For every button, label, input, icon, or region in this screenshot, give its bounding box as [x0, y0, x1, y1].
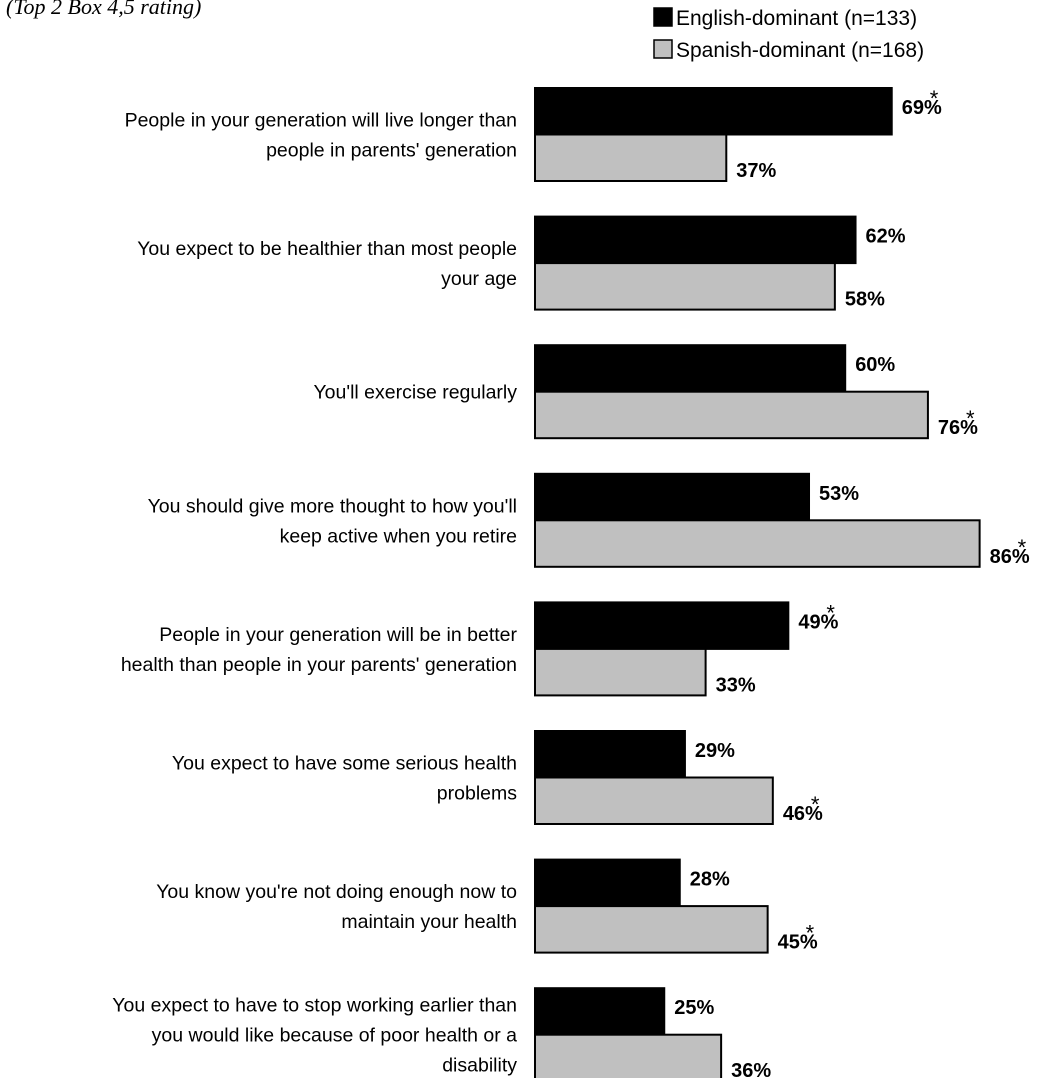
- value-label: 58%: [845, 289, 885, 311]
- category-label: People in your generation will live long…: [125, 110, 517, 132]
- bar-english-dominant: [534, 987, 666, 1036]
- category-label: You expect to be healthier than most peo…: [137, 238, 517, 260]
- category-label: People in your generation will be in bet…: [159, 624, 517, 646]
- category-label: people in parents' generation: [266, 140, 517, 162]
- value-label: 25%: [674, 997, 714, 1019]
- bar-spanish-dominant: [534, 262, 836, 311]
- bar-english-dominant: [534, 215, 857, 265]
- value-label: 49%: [798, 611, 838, 633]
- category-label: You know you're not doing enough now to: [156, 881, 517, 903]
- value-label: 62%: [866, 226, 906, 248]
- bar-spanish-dominant: [534, 133, 728, 182]
- bar-english-dominant: [534, 344, 847, 393]
- significance-mark: *: [966, 406, 975, 431]
- category-label: You expect to have to stop working earli…: [112, 995, 517, 1017]
- category-labels: People in your generation will live long…: [112, 110, 517, 1077]
- bar-spanish-dominant: [534, 905, 769, 954]
- category-label: You should give more thought to how you'…: [148, 495, 517, 517]
- value-label: 69%: [902, 97, 942, 119]
- bar-english-dominant: [534, 87, 893, 136]
- significance-mark: *: [811, 792, 820, 817]
- category-label: you would like because of poor health or…: [152, 1025, 517, 1047]
- value-label: 86%: [990, 546, 1030, 568]
- category-label: You expect to have some serious health: [172, 753, 517, 775]
- value-labels: 69%*37%62%58%60%76%*53%86%*49%*33%29%46%…: [674, 86, 1030, 1078]
- legend-swatch-spanish: [653, 39, 673, 59]
- legend-label: Spanish-dominant (n=168): [676, 39, 924, 62]
- significance-mark: *: [930, 86, 939, 111]
- category-label: maintain your health: [341, 911, 517, 933]
- significance-mark: *: [1018, 535, 1027, 560]
- category-label: health than people in your parents' gene…: [121, 654, 517, 676]
- value-label: 28%: [690, 869, 730, 891]
- value-label: 37%: [736, 160, 776, 182]
- category-label: problems: [437, 783, 517, 805]
- value-label: 45%: [778, 932, 818, 954]
- category-label: keep active when you retire: [280, 525, 517, 547]
- bar-english-dominant: [534, 730, 686, 779]
- category-label: disability: [442, 1055, 517, 1077]
- category-label: You'll exercise regularly: [313, 382, 517, 404]
- bar-english-dominant: [534, 858, 681, 908]
- value-label: 36%: [731, 1060, 771, 1078]
- value-label: 33%: [716, 674, 756, 696]
- value-label: 60%: [855, 354, 895, 376]
- bar-english-dominant: [534, 601, 790, 650]
- significance-mark: *: [806, 921, 815, 946]
- value-label: 46%: [783, 803, 823, 825]
- value-label: 53%: [819, 483, 859, 505]
- significance-mark: *: [826, 600, 835, 625]
- bar-english-dominant: [534, 472, 811, 522]
- bar-spanish-dominant: [534, 1033, 723, 1078]
- chart-subtitle: (Top 2 Box 4,5 rating): [6, 0, 202, 19]
- value-label: 76%: [938, 417, 978, 439]
- value-label: 29%: [695, 740, 735, 762]
- bar-spanish-dominant: [534, 647, 707, 697]
- bars: [534, 87, 981, 1078]
- bar-spanish-dominant: [534, 776, 774, 825]
- bar-spanish-dominant: [534, 519, 981, 568]
- legend-swatch-english: [653, 7, 673, 27]
- category-label: your age: [441, 268, 517, 290]
- bar-spanish-dominant: [534, 390, 929, 440]
- legend-label: English-dominant (n=133): [676, 7, 917, 30]
- legend: English-dominant (n=133) Spanish-dominant…: [653, 7, 924, 62]
